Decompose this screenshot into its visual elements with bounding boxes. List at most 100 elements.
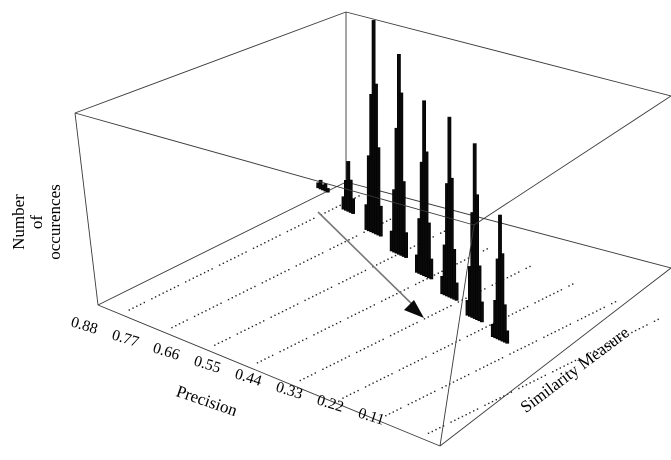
x-axis-label: Precision: [174, 382, 240, 421]
floor-dot: [434, 390, 436, 393]
floor-dot: [376, 380, 378, 382]
peak-bar: [378, 205, 383, 237]
floor-dot: [402, 367, 404, 369]
peak-group: [389, 53, 409, 258]
floor-dot: [642, 326, 644, 328]
floor-dot: [554, 331, 556, 333]
floor-dot: [354, 197, 356, 199]
floor-dot: [603, 306, 605, 309]
floor-dot: [409, 247, 412, 249]
floor-dot: [132, 307, 134, 309]
floor-dot: [325, 366, 328, 369]
floor-dot: [264, 242, 266, 244]
floor-dot: [314, 372, 316, 374]
floor-dot: [322, 368, 324, 370]
floor-dot: [317, 332, 319, 334]
floor-dot: [285, 309, 287, 311]
floor-dot: [386, 220, 388, 222]
floor-dot: [239, 293, 241, 295]
floor-dot: [298, 341, 300, 343]
floor-dot: [596, 310, 598, 312]
floor-dot: [352, 237, 354, 239]
box-edge-back-bottom: [97, 181, 347, 306]
floor-dot: [513, 351, 515, 353]
peak-bar: [424, 151, 429, 278]
floor-dot: [387, 258, 389, 260]
floor-dot: [319, 292, 321, 294]
floor-dot: [526, 305, 529, 308]
z-axis-label-line-3: occurences: [45, 184, 64, 260]
floor-dot: [170, 288, 172, 291]
floor-dot: [162, 292, 164, 294]
floor-dot: [310, 257, 312, 260]
floor-dot: [344, 357, 347, 359]
floor-dot: [209, 308, 211, 310]
floor-dot: [275, 236, 277, 238]
floor-dot: [274, 314, 276, 316]
floor-dot: [265, 280, 267, 282]
floor-dot: [267, 240, 270, 242]
floor-dot: [470, 333, 472, 336]
precision-tick-label: 0.33: [274, 379, 305, 403]
floor-dot: [359, 349, 362, 352]
floor-dot: [490, 362, 492, 365]
box-edge-front-bottom: [97, 304, 441, 447]
floor-dot: [499, 397, 501, 399]
floor-dot: [522, 385, 524, 388]
floor-dot: [457, 301, 460, 303]
floor-dot: [578, 357, 580, 360]
floor-dot: [570, 361, 573, 364]
floor-dot: [220, 302, 222, 304]
floor-dot: [481, 328, 483, 330]
floor-dot: [387, 375, 389, 377]
box-front-edges: [74, 95, 671, 447]
floor-dot: [394, 254, 397, 257]
floor-dot: [203, 271, 206, 274]
floor-dot: [437, 272, 439, 274]
floor-dot: [433, 274, 436, 276]
floor-dot: [355, 235, 358, 237]
floor-dot: [406, 365, 408, 367]
floor-dot: [303, 377, 305, 380]
floor-dot: [392, 294, 394, 297]
floor-dot: [299, 379, 301, 382]
floor-dot: [305, 337, 308, 340]
floor-dot: [396, 293, 398, 295]
floor-dot: [246, 289, 248, 291]
floor-dot: [154, 296, 157, 298]
floor-dot: [397, 331, 399, 333]
peak-bar: [429, 258, 434, 280]
floor-dot: [557, 290, 559, 293]
floor-dot: [218, 264, 221, 266]
floor-dot: [236, 333, 239, 335]
floor-dot: [217, 342, 220, 344]
floor-dot: [580, 317, 583, 320]
floor-dot: [431, 430, 433, 433]
floor-dot: [372, 382, 374, 384]
floor-dot: [441, 387, 443, 389]
floor-dot: [473, 410, 475, 412]
floor-dot: [510, 275, 512, 277]
precision-tick-label: 0.44: [233, 366, 264, 390]
floor-dot: [151, 298, 153, 300]
floor-dot: [421, 358, 423, 360]
peak-group: [414, 100, 434, 280]
floor-dot: [251, 325, 254, 328]
floor-dot: [511, 313, 514, 315]
floor-dot: [240, 331, 242, 333]
floor-dot: [474, 332, 476, 334]
floor-dot: [324, 328, 326, 330]
floor-dot: [222, 262, 225, 264]
floor-dot: [320, 330, 323, 332]
floor-dot: [550, 332, 553, 335]
floor-dot: [384, 298, 387, 300]
floor-dot: [484, 404, 486, 406]
floor-dot: [565, 325, 568, 327]
floor-dot: [235, 295, 237, 297]
z-axis-label: Number of occurences: [9, 184, 64, 260]
floor-dot: [417, 360, 419, 362]
floor-dot: [263, 320, 265, 322]
floor-dot: [519, 309, 521, 311]
floor-dot: [485, 326, 487, 328]
floor-dot: [279, 350, 281, 353]
